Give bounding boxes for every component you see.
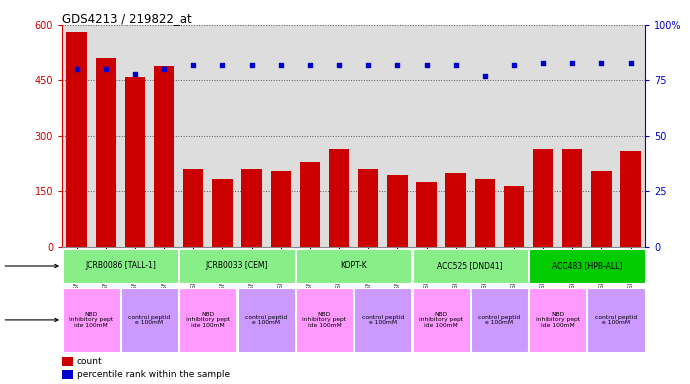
- Bar: [154, 66, 175, 247]
- Bar: [62, 358, 72, 366]
- Bar: [471, 288, 528, 352]
- Point: [538, 60, 549, 66]
- Text: GDS4213 / 219822_at: GDS4213 / 219822_at: [62, 12, 192, 25]
- Bar: [529, 288, 586, 352]
- Bar: [591, 171, 611, 247]
- Point: [450, 62, 461, 68]
- Bar: [475, 179, 495, 247]
- Bar: [587, 288, 644, 352]
- Text: control peptid
e 100mM: control peptid e 100mM: [362, 314, 404, 325]
- Point: [596, 60, 607, 66]
- Text: count: count: [77, 358, 102, 366]
- Bar: [620, 151, 641, 247]
- Text: NBD
inhibitory pept
ide 100mM: NBD inhibitory pept ide 100mM: [186, 311, 230, 328]
- Point: [566, 60, 578, 66]
- Bar: [179, 288, 237, 352]
- Bar: [125, 77, 145, 247]
- Point: [130, 71, 141, 77]
- Bar: [241, 169, 262, 247]
- Text: control peptid
e 100mM: control peptid e 100mM: [595, 314, 637, 325]
- Text: JCRB0033 [CEM]: JCRB0033 [CEM]: [206, 262, 268, 270]
- Bar: [358, 169, 378, 247]
- Point: [480, 73, 491, 79]
- Point: [421, 62, 432, 68]
- Bar: [562, 149, 582, 247]
- Bar: [179, 249, 295, 283]
- Text: JCRB0086 [TALL-1]: JCRB0086 [TALL-1]: [85, 262, 156, 270]
- Bar: [416, 182, 437, 247]
- Text: NBD
inhibitory pept
ide 100mM: NBD inhibitory pept ide 100mM: [69, 311, 113, 328]
- Text: KOPT-K: KOPT-K: [340, 262, 367, 270]
- Point: [275, 62, 286, 68]
- Text: control peptid
e 100mM: control peptid e 100mM: [478, 314, 520, 325]
- Point: [217, 62, 228, 68]
- Text: NBD
inhibitory pept
ide 100mM: NBD inhibitory pept ide 100mM: [419, 311, 463, 328]
- Text: control peptid
e 100mM: control peptid e 100mM: [245, 314, 287, 325]
- Bar: [213, 179, 233, 247]
- Point: [71, 66, 82, 73]
- Bar: [183, 169, 204, 247]
- Bar: [63, 288, 120, 352]
- Text: NBD
inhibitory pept
ide 100mM: NBD inhibitory pept ide 100mM: [302, 311, 346, 328]
- Bar: [529, 249, 644, 283]
- Bar: [62, 370, 72, 379]
- Bar: [354, 288, 411, 352]
- Text: ACC483 [HPB-ALL]: ACC483 [HPB-ALL]: [552, 262, 622, 270]
- Text: percentile rank within the sample: percentile rank within the sample: [77, 370, 230, 379]
- Bar: [270, 171, 291, 247]
- Point: [509, 62, 520, 68]
- Text: NBD
inhibitory pept
ide 100mM: NBD inhibitory pept ide 100mM: [535, 311, 580, 328]
- Bar: [533, 149, 553, 247]
- Bar: [121, 288, 178, 352]
- Bar: [387, 175, 408, 247]
- Bar: [446, 173, 466, 247]
- Point: [188, 62, 199, 68]
- Bar: [504, 186, 524, 247]
- Bar: [329, 149, 349, 247]
- Text: ACC525 [DND41]: ACC525 [DND41]: [437, 262, 503, 270]
- Bar: [296, 249, 411, 283]
- Bar: [237, 288, 295, 352]
- Text: cell line: cell line: [0, 262, 58, 270]
- Text: control peptid
e 100mM: control peptid e 100mM: [128, 314, 170, 325]
- Point: [100, 66, 111, 73]
- Bar: [413, 249, 528, 283]
- Point: [392, 62, 403, 68]
- Point: [333, 62, 344, 68]
- Point: [159, 66, 170, 73]
- Bar: [296, 288, 353, 352]
- Bar: [66, 32, 87, 247]
- Bar: [96, 58, 116, 247]
- Bar: [63, 249, 178, 283]
- Bar: [299, 162, 320, 247]
- Point: [363, 62, 374, 68]
- Point: [625, 60, 636, 66]
- Point: [246, 62, 257, 68]
- Point: [304, 62, 315, 68]
- Bar: [413, 288, 470, 352]
- Text: agent: agent: [0, 315, 58, 324]
